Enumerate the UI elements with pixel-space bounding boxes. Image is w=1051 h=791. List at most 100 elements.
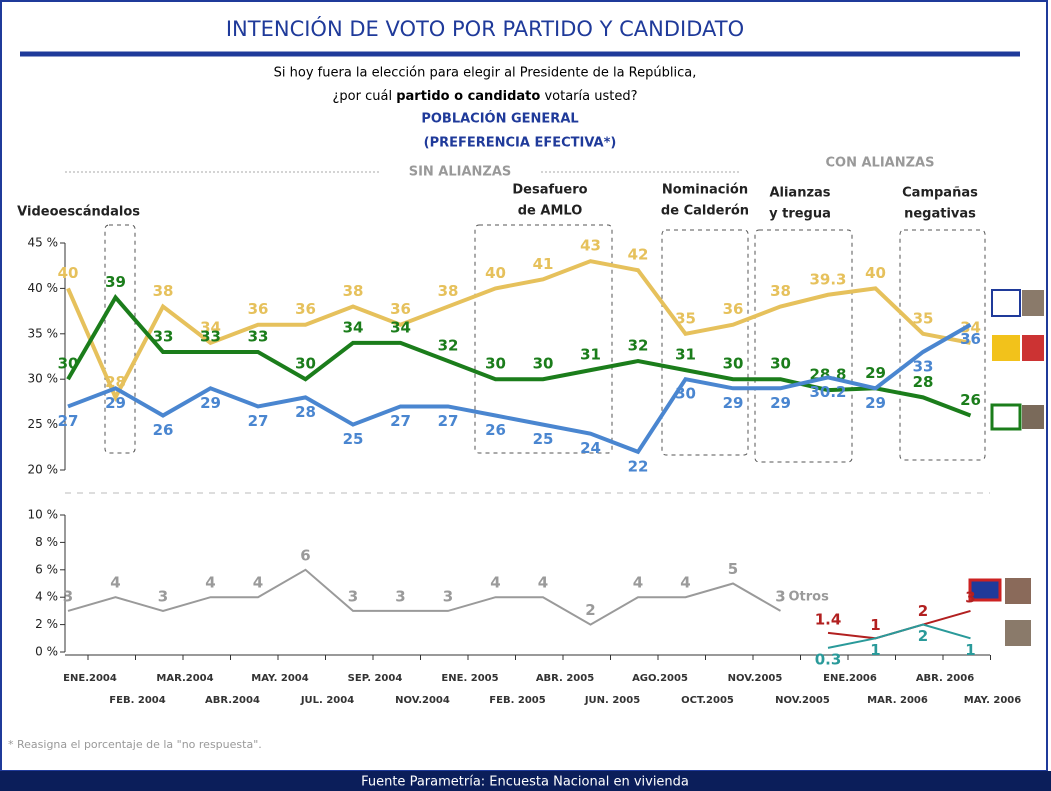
annotation-label: Alianzas (769, 186, 830, 201)
footnote: * Reasigna el porcentaje de la "no respu… (8, 738, 262, 751)
y-tick-label: 10 % (28, 508, 59, 522)
x-tick-label: ENE.2004 (63, 673, 117, 684)
value-label: 36 (960, 330, 981, 348)
annotation-box (754, 229, 853, 463)
value-label: 3 (348, 587, 358, 605)
question-line: ¿por cuál partido o candidato votaría us… (333, 89, 638, 104)
value-label: 3 (63, 587, 73, 605)
value-label: 32 (628, 337, 649, 355)
series-line (66, 259, 971, 402)
logo (1022, 405, 1044, 429)
value-label: 3 (395, 587, 405, 605)
period-label: SIN ALIANZAS (409, 165, 512, 180)
x-tick-label: ABR. 2006 (916, 673, 974, 684)
value-label: 34 (200, 318, 221, 336)
value-label: 35 (675, 309, 696, 327)
value-label: 43 (580, 237, 601, 255)
value-label: 6 (300, 546, 310, 564)
value-label: 38 (343, 282, 364, 300)
value-label: 33 (153, 327, 174, 345)
value-label: 2 (585, 601, 595, 619)
value-label: 30.2 (809, 383, 846, 401)
logo (1005, 578, 1031, 604)
y-tick-label: 30 % (28, 372, 59, 386)
y-tick-label: 6 % (35, 562, 58, 576)
value-label: 4 (205, 574, 215, 592)
title: INTENCIÓN DE VOTO POR PARTIDO Y CANDIDAT… (226, 16, 744, 41)
value-label: 36 (390, 300, 411, 318)
value-label: 30 (770, 355, 791, 373)
logo (991, 289, 1021, 317)
value-label: 35 (913, 309, 934, 327)
value-label: 3 (158, 587, 168, 605)
x-tick-label: ENE. 2005 (441, 673, 498, 684)
value-label: 27 (390, 412, 411, 430)
x-tick-label: MAY. 2006 (964, 695, 1021, 706)
value-label: 36 (248, 300, 269, 318)
source-bar (0, 771, 1051, 791)
x-tick-label: NOV.2004 (395, 695, 450, 706)
value-label: 30 (58, 355, 79, 373)
y-tick-label: 40 % (28, 281, 59, 295)
logo (968, 578, 1002, 602)
y-tick-label: 25 % (28, 417, 59, 431)
x-tick-label: MAR. 2006 (867, 695, 928, 706)
value-label: 1 (870, 641, 880, 659)
annotation-label: de AMLO (518, 204, 583, 219)
x-tick-label: JUL. 2004 (300, 695, 354, 706)
annotation-label: Desafuero (512, 183, 587, 198)
value-label: 38 (770, 282, 791, 300)
value-label: 26 (960, 391, 981, 409)
value-label: 26 (485, 421, 506, 439)
value-label: 4 (253, 574, 263, 592)
value-label: 22 (628, 457, 649, 475)
annotation-box (899, 229, 986, 461)
value-label: 4 (110, 574, 120, 592)
value-label: 30 (533, 355, 554, 373)
x-tick-label: AGO.2005 (632, 673, 688, 684)
value-label: 29 (770, 394, 791, 412)
value-label: 33 (200, 327, 221, 345)
value-label: 38 (438, 282, 459, 300)
series-line (66, 294, 972, 418)
value-label: 28 (913, 373, 934, 391)
value-label: 1 (965, 641, 975, 659)
value-label: 4 (633, 574, 643, 592)
value-label: 31 (675, 346, 696, 364)
logo (1022, 290, 1044, 316)
value-label: 25 (343, 430, 364, 448)
value-label: 40 (58, 264, 79, 282)
question-part: votaría usted? (540, 89, 637, 104)
value-label: 1 (870, 616, 880, 634)
value-label: 39 (105, 273, 126, 291)
annotation-box (104, 224, 136, 454)
value-label: 39.3 (809, 270, 846, 288)
value-label: 31 (580, 346, 601, 364)
logo (992, 335, 1020, 361)
value-label: 5 (728, 560, 738, 578)
value-label: 34 (960, 318, 981, 336)
value-label: 40 (865, 264, 886, 282)
value-label: 40 (485, 264, 506, 282)
population-note: (PREFERENCIA EFECTIVA*) (424, 136, 617, 151)
annotation-label: Videoescándalos (17, 205, 140, 220)
x-tick-label: OCT.2005 (681, 695, 734, 706)
period-label: CON ALIANZAS (826, 156, 935, 171)
annotation-label: Campañas (902, 186, 978, 201)
logo (990, 403, 1022, 431)
logo (1005, 620, 1031, 646)
annotation-label: negativas (904, 207, 976, 222)
x-tick-label: NOV.2005 (728, 673, 783, 684)
value-label: 25 (533, 430, 554, 448)
y-tick-label: 20 % (28, 463, 59, 477)
value-label: 36 (295, 300, 316, 318)
value-label: 30 (485, 355, 506, 373)
value-label: 4 (680, 574, 690, 592)
x-tick-label: ABR.2004 (205, 695, 260, 706)
x-tick-label: FEB. 2005 (489, 695, 545, 706)
value-label: 33 (248, 327, 269, 345)
value-label: 3 (965, 588, 975, 606)
value-label: 34 (390, 318, 411, 336)
value-label: 28 (105, 373, 126, 391)
